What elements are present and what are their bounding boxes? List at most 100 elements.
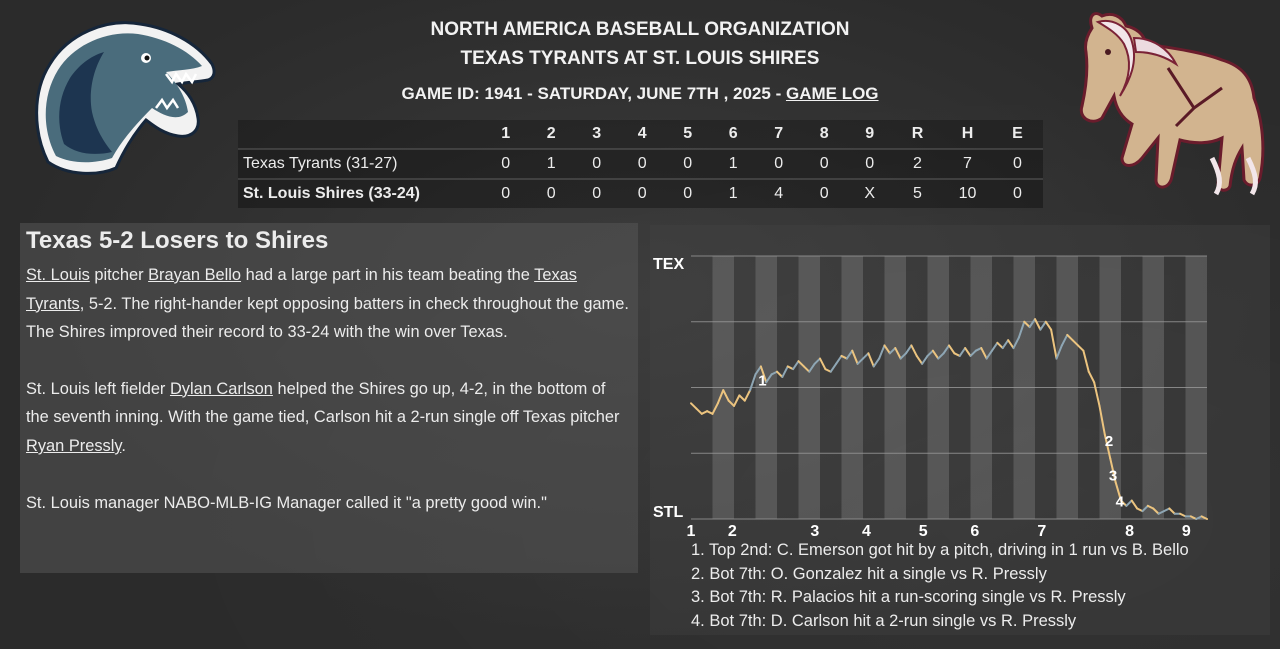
- line-segment: [872, 357, 881, 368]
- x-tick-label: 8: [1125, 523, 1134, 540]
- line-segment: [1039, 320, 1047, 331]
- line-segment: [754, 365, 762, 376]
- recap-text: pitcher: [89, 266, 149, 284]
- event-marker: 4: [1116, 494, 1125, 511]
- inning-score: 0: [683, 155, 693, 172]
- player-link[interactable]: Ryan Pressly: [26, 436, 122, 455]
- team-link[interactable]: Texas Tyrants: [26, 266, 577, 313]
- line-segment: [819, 357, 827, 371]
- game-log-link[interactable]: GAME LOG: [785, 84, 879, 103]
- x-tick-label: 3: [810, 523, 819, 540]
- line-segment: [1168, 507, 1176, 515]
- line-segment: [1055, 344, 1063, 360]
- line-segment: [1082, 349, 1090, 373]
- organization-title: NORTH AMERICA BASEBALL ORGANIZATION: [430, 19, 850, 40]
- line-segment: [899, 352, 907, 360]
- line-segment: [942, 344, 950, 355]
- x-tick-label: 7: [1037, 523, 1046, 540]
- line-segment: [1200, 515, 1208, 520]
- linescore-header-inning: 9: [865, 125, 875, 142]
- line-segment: [845, 349, 854, 360]
- line-segment: [1017, 320, 1026, 339]
- game-id-date: GAME ID: 1941 - SATURDAY, JUNE 7TH , 202…: [401, 84, 786, 103]
- line-segment: [915, 354, 924, 365]
- x-tick-label: 4: [862, 523, 871, 540]
- y-axis-label-top: TEX: [653, 256, 684, 273]
- linescore-header-inning: 1: [501, 125, 511, 142]
- line-segment: [792, 360, 800, 371]
- player-link[interactable]: Dylan Carlson: [169, 379, 273, 398]
- linescore-header-inning: 5: [683, 125, 693, 142]
- event-note: 1. Top 2nd: C. Emerson got hit by a pitc…: [691, 541, 1189, 559]
- event-note: 4. Bot 7th: D. Carlson hit a 2-run singl…: [691, 611, 1077, 630]
- inning-score: 0: [865, 155, 875, 172]
- recap-headline: Texas 5-2 Losers to Shires: [26, 227, 329, 254]
- x-tick-label: 1: [687, 523, 696, 540]
- y-axis-label-bottom: STL: [653, 504, 683, 521]
- game-info: GAME ID: 1941 - SATURDAY, JUNE 7TH , 202…: [0, 84, 1280, 104]
- line-segment: [1130, 499, 1139, 510]
- player-link[interactable]: Brayan Bello: [148, 266, 242, 284]
- team-link[interactable]: St. Louis: [26, 266, 90, 284]
- line-segment: [878, 344, 886, 360]
- inning-score: 0: [819, 185, 829, 202]
- line-segment: [883, 344, 891, 355]
- line-segment: [716, 389, 725, 405]
- line-segment: [1001, 339, 1010, 350]
- x-axis-ticks: 1 2 3 4 5 6 7 8 9: [687, 523, 1191, 540]
- total-errors: 0: [1013, 155, 1022, 172]
- team-name-away[interactable]: Texas Tyrants (31-27): [243, 155, 398, 172]
- linescore-table: 1 2 3 4 5 6 7 8 9 R H E Texas Tyrants (3…: [238, 120, 1043, 208]
- recap-paragraph: St. Louis pitcher Brayan Bello had a lar…: [26, 261, 632, 347]
- line-segment: [931, 349, 940, 360]
- event-marker: 1: [758, 373, 766, 390]
- line-segment: [888, 347, 897, 355]
- line-segment: [1034, 318, 1042, 331]
- line-segment: [1077, 344, 1085, 352]
- linescore-header-inning: 6: [728, 125, 738, 142]
- inning-score: 1: [546, 155, 556, 172]
- line-segment: [690, 402, 698, 410]
- line-segment: [964, 347, 972, 357]
- recap-text: St. Louis left fielder: [26, 379, 170, 398]
- event-note: 3. Bot 7th: R. Palacios hit a run-scorin…: [691, 588, 1126, 606]
- line-segment: [948, 344, 956, 355]
- linescore-header-inning: 4: [637, 125, 647, 142]
- line-segment: [1066, 333, 1074, 342]
- line-segment: [958, 347, 967, 357]
- total-hits: 10: [958, 185, 977, 202]
- line-segment: [813, 357, 821, 365]
- line-segment: [1125, 499, 1133, 507]
- event-marker: 2: [1105, 433, 1113, 450]
- inning-score: 0: [592, 155, 602, 172]
- linescore-row-away: Texas Tyrants (31-27) 0 1 0 0 0 1 0 0 0 …: [238, 149, 1043, 179]
- total-runs: 2: [913, 155, 922, 172]
- line-segment: [722, 389, 730, 402]
- line-segment: [1060, 333, 1069, 347]
- recap-text: had a large part in his team beating the: [241, 266, 535, 284]
- line-segment: [910, 344, 918, 357]
- total-errors: 0: [1013, 185, 1022, 202]
- line-segment: [743, 389, 752, 402]
- win-probability-line: [690, 318, 1208, 520]
- line-segment: [1103, 433, 1112, 460]
- inning-score: 4: [774, 185, 784, 202]
- line-segment: [1071, 339, 1079, 347]
- line-segment: [980, 347, 988, 360]
- total-hits: 7: [963, 155, 972, 172]
- line-segment: [711, 402, 719, 415]
- line-segment: [1044, 320, 1053, 331]
- line-segment: [921, 354, 929, 365]
- line-segment: [991, 341, 999, 352]
- recap-text: helped the Shires go up, 4-2, in the bot…: [26, 379, 620, 427]
- line-segment: [835, 354, 843, 365]
- line-segment: [905, 344, 913, 355]
- line-segment: [1098, 404, 1106, 436]
- linescore-header-row: 1 2 3 4 5 6 7 8 9 R H E: [238, 120, 1043, 149]
- line-segment: [1028, 318, 1036, 329]
- linescore-header-errors: E: [1012, 125, 1023, 142]
- inning-score: 0: [546, 185, 556, 202]
- line-segment: [797, 360, 805, 368]
- team-name-home[interactable]: St. Louis Shires (33-24): [243, 185, 420, 202]
- linescore-header-team: [238, 120, 483, 149]
